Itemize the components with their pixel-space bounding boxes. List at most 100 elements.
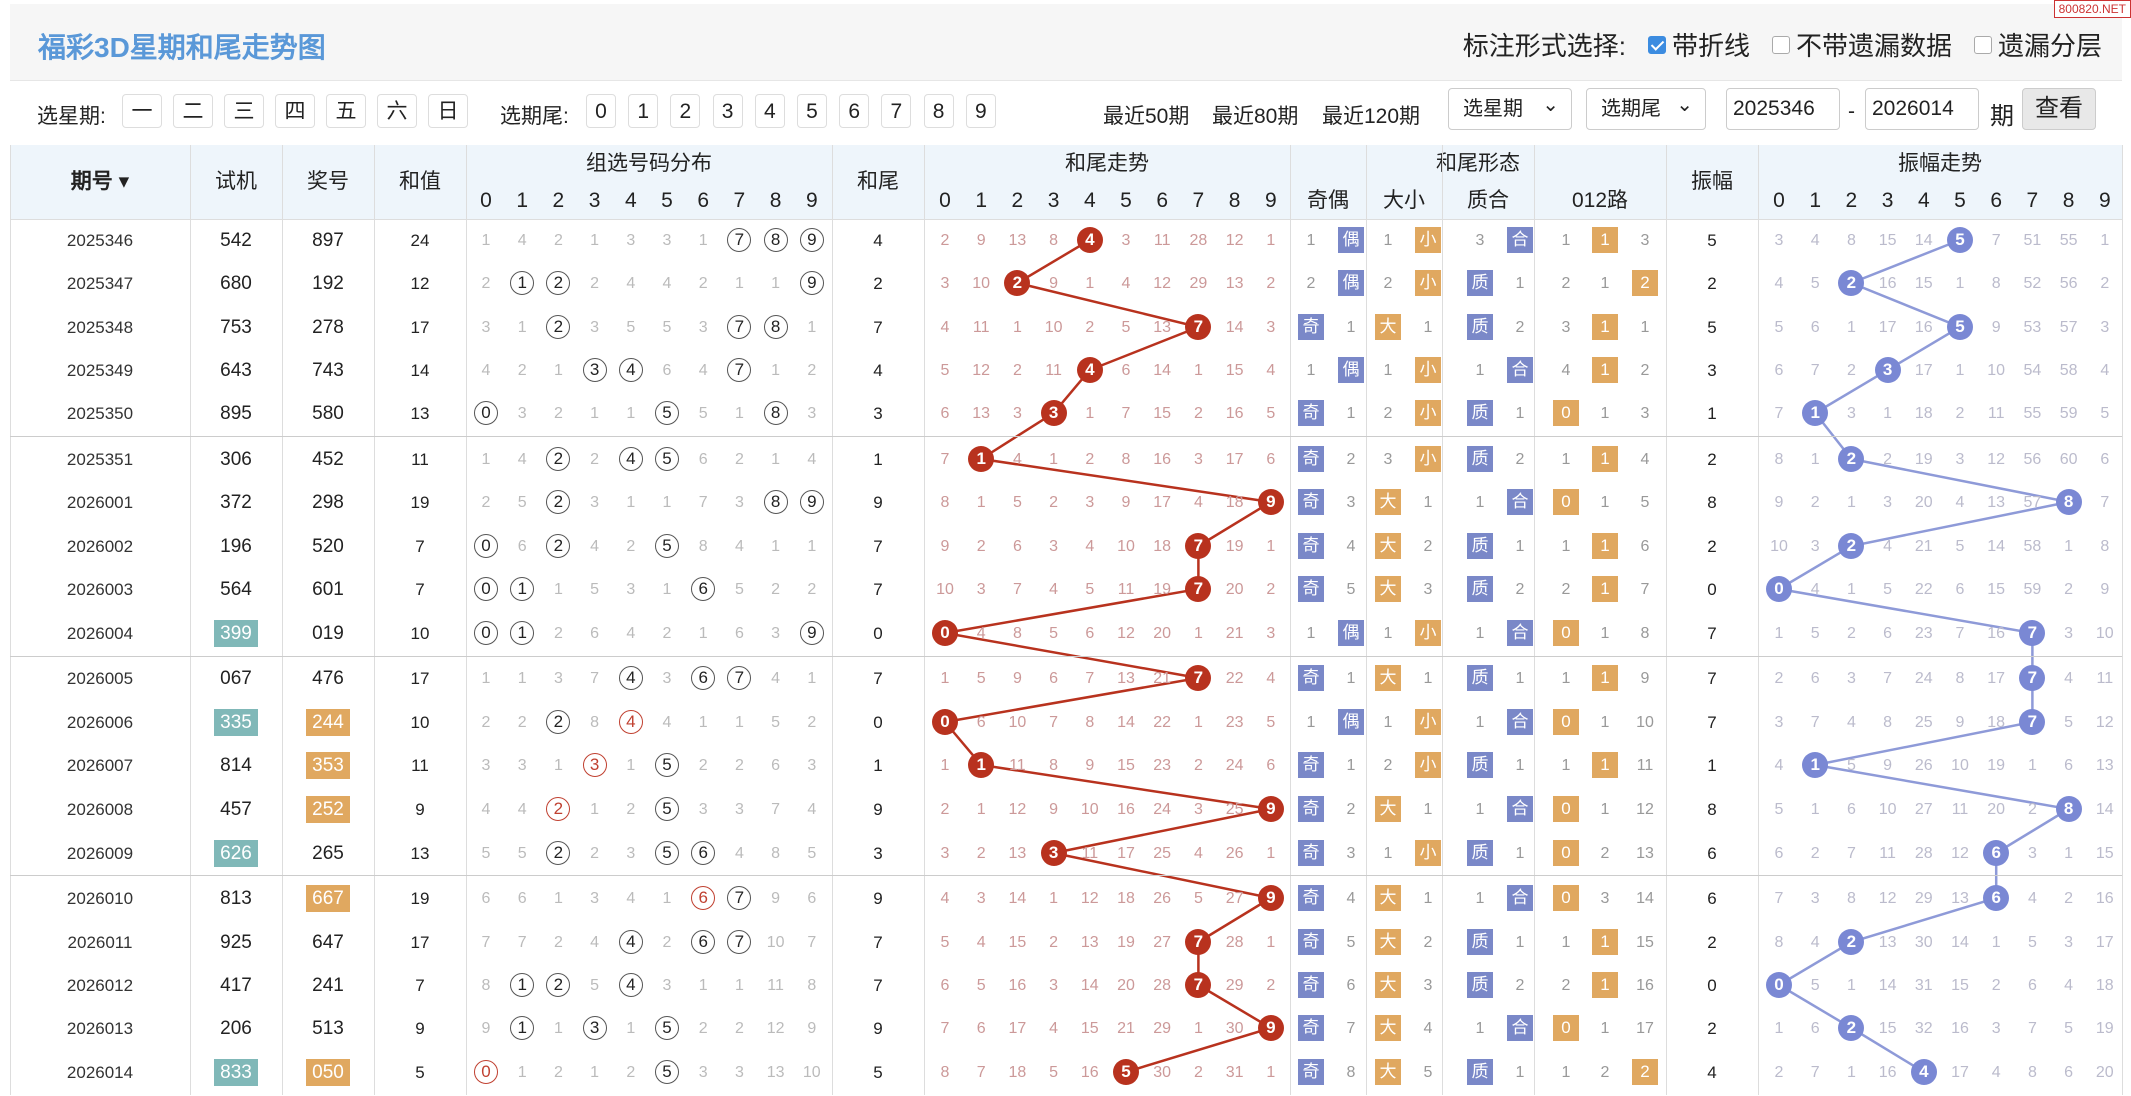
digit-header: 1 bbox=[516, 189, 529, 212]
form-cell: 2 bbox=[1561, 581, 1571, 598]
dist-hit: 5 bbox=[655, 1016, 679, 1040]
trend-cell: 16 bbox=[1153, 451, 1172, 468]
tail-button[interactable]: 5 bbox=[797, 94, 827, 128]
option-no-omission[interactable]: 不带遗漏数据 bbox=[1771, 26, 1952, 63]
dist-cell: 5 bbox=[590, 977, 600, 994]
dist-cell: 1 bbox=[698, 714, 708, 731]
tail-button[interactable]: 9 bbox=[965, 94, 996, 128]
trend-cell: 1 bbox=[1085, 275, 1095, 292]
checkbox-icon[interactable] bbox=[1973, 35, 1992, 54]
weekday-button[interactable]: 一 bbox=[122, 94, 162, 128]
trend-cell: 3 bbox=[1085, 494, 1095, 511]
from-issue-input[interactable]: 2025346 bbox=[1726, 88, 1840, 130]
weekday-button[interactable]: 日 bbox=[428, 94, 468, 128]
amp-cell: 0 bbox=[1707, 580, 1717, 599]
form-tag: 质 bbox=[1467, 533, 1493, 559]
dist-hit: 2 bbox=[546, 797, 571, 821]
trend-hit: 4 bbox=[1076, 357, 1103, 383]
dist-cell: 1 bbox=[662, 494, 672, 511]
dist-cell: 5 bbox=[649, 1051, 685, 1094]
amp-trend-cell: 5 bbox=[2100, 405, 2110, 422]
amp-trend-cell: 3 bbox=[1774, 714, 1784, 731]
trial-header: 试机 bbox=[190, 145, 282, 219]
form-cell: 13 bbox=[1636, 845, 1654, 862]
form-cell: 偶 bbox=[1333, 349, 1369, 392]
trend-cell: 2 bbox=[940, 232, 950, 249]
option-label: 遗漏分层 bbox=[1997, 31, 2102, 61]
amp-trend-cell: 4 bbox=[1906, 1051, 1942, 1094]
weekday-button[interactable]: 二 bbox=[173, 94, 213, 128]
tail-button[interactable]: 6 bbox=[839, 94, 870, 128]
tail-button[interactable]: 7 bbox=[881, 94, 912, 128]
draw-number: 513 bbox=[312, 1018, 344, 1039]
amp-cell: 2 bbox=[1707, 537, 1717, 556]
digit-header: 3 bbox=[588, 189, 601, 212]
dist-cell: 4 bbox=[662, 714, 672, 731]
dist-cell: 1 bbox=[698, 625, 708, 642]
dist-cell: 5 bbox=[771, 714, 781, 731]
checkbox-icon[interactable] bbox=[1771, 35, 1790, 54]
tail-button[interactable]: 8 bbox=[923, 94, 954, 128]
form-cell: 15 bbox=[1636, 934, 1654, 951]
checkbox-checked-icon[interactable] bbox=[1647, 35, 1666, 54]
option-polyline[interactable]: 带折线 bbox=[1647, 26, 1750, 63]
recent-80-link[interactable]: 最近80期 bbox=[1212, 105, 1299, 128]
tail-select[interactable]: 选期尾 bbox=[1586, 85, 1706, 130]
recent-120-link[interactable]: 最近120期 bbox=[1322, 105, 1421, 128]
form-cell: 1 bbox=[1475, 1020, 1485, 1037]
dist-cell: 1 bbox=[504, 568, 540, 611]
sum-cell: 11 bbox=[411, 450, 429, 469]
tail-button[interactable]: 1 bbox=[628, 94, 659, 128]
dist-cell: 6 bbox=[807, 890, 817, 907]
issue-cell: 2025350 bbox=[66, 404, 134, 423]
form-cell: 1 bbox=[1346, 757, 1356, 774]
dist-cell: 6 bbox=[590, 625, 600, 642]
dist-cell: 7 bbox=[517, 934, 527, 951]
trend-cell: 1 bbox=[940, 757, 950, 774]
weekday-select[interactable]: 选星期 bbox=[1448, 85, 1572, 130]
to-issue-input[interactable]: 2026014 bbox=[1865, 88, 1979, 130]
trend-cell: 4 bbox=[1193, 494, 1203, 511]
amp-trend-cell: 5 bbox=[1942, 219, 1978, 262]
dist-hit: 0 bbox=[474, 534, 498, 558]
weekday-button[interactable]: 四 bbox=[275, 94, 315, 128]
form-tag: 奇 bbox=[1298, 796, 1324, 822]
amp-trend-cell: 2 bbox=[1955, 405, 1965, 422]
draw-number: 580 bbox=[312, 403, 344, 424]
dist-cell: 3 bbox=[698, 801, 708, 818]
dist-cell: 2 bbox=[734, 451, 744, 468]
form-tag: 0 bbox=[1553, 840, 1579, 866]
dist-cell: 4 bbox=[626, 625, 636, 642]
weekday-button[interactable]: 六 bbox=[377, 94, 417, 128]
form-tag: 偶 bbox=[1338, 227, 1364, 253]
amp-trend-cell: 10 bbox=[1987, 362, 2006, 379]
trend-cell: 5 bbox=[1049, 625, 1059, 642]
weekday-button[interactable]: 五 bbox=[326, 94, 366, 128]
amp-trend-cell: 14 bbox=[1951, 934, 1969, 951]
trial-cell: 067 bbox=[190, 657, 282, 700]
tail-button[interactable]: 2 bbox=[670, 94, 701, 128]
dist-cell: 1 bbox=[504, 964, 540, 1007]
issue-header[interactable]: 期号 ▾ bbox=[10, 145, 190, 219]
form-tag: 大 bbox=[1375, 1059, 1401, 1085]
recent-50-link[interactable]: 最近50期 bbox=[1103, 105, 1190, 128]
amp-cell: 7 bbox=[1707, 669, 1717, 688]
form-cell: 2 bbox=[1383, 275, 1393, 292]
amp-hit: 1 bbox=[1802, 400, 1829, 426]
form-tag: 1 bbox=[1592, 972, 1618, 998]
tail-button[interactable]: 3 bbox=[712, 94, 743, 128]
digit-header: 4 bbox=[1083, 189, 1096, 212]
form-cell: 1 bbox=[1561, 232, 1571, 249]
tail-button[interactable]: 0 bbox=[586, 94, 616, 128]
dist-cell: 1 bbox=[807, 538, 817, 555]
tail-button[interactable]: 4 bbox=[754, 94, 785, 128]
weekday-button[interactable]: 三 bbox=[224, 94, 264, 128]
option-omission-layer[interactable]: 遗漏分层 bbox=[1973, 26, 2102, 63]
query-button[interactable]: 查看 bbox=[2022, 88, 2096, 130]
trend-cell: 3 bbox=[1193, 801, 1203, 818]
trend-cell: 28 bbox=[1189, 232, 1208, 249]
form-cell: 1 bbox=[1515, 275, 1525, 292]
form-cell: 1 bbox=[1587, 219, 1623, 262]
dist-cell: 1 bbox=[553, 890, 563, 907]
amp-trend-cell: 1 bbox=[1810, 451, 1820, 468]
